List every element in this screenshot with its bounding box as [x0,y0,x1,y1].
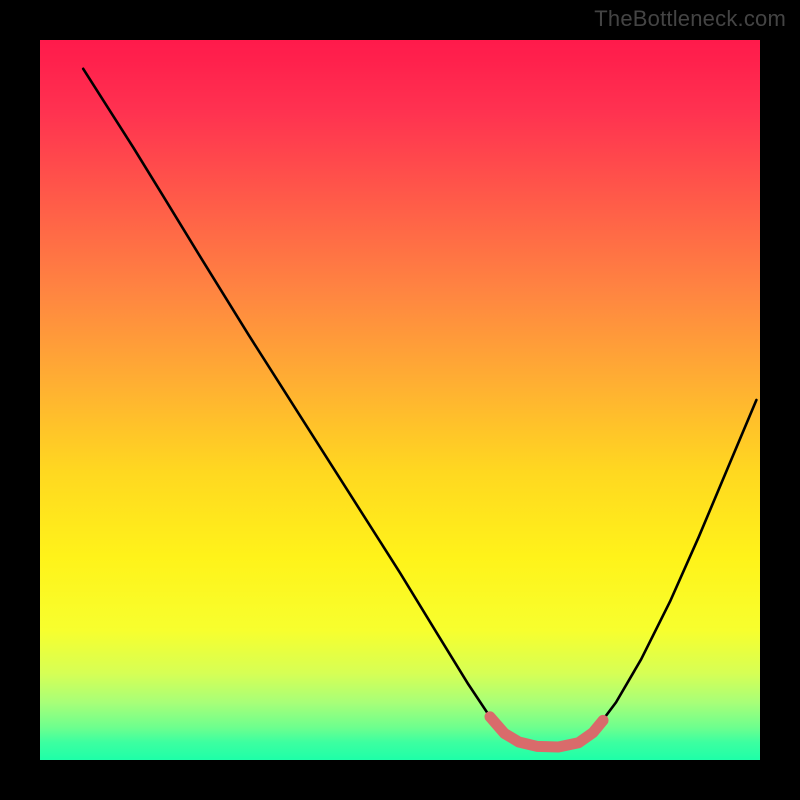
chart-container: TheBottleneck.com [0,0,800,800]
watermark-text: TheBottleneck.com [594,6,786,32]
plot-background [40,40,760,760]
bottleneck-chart-svg [0,0,800,800]
